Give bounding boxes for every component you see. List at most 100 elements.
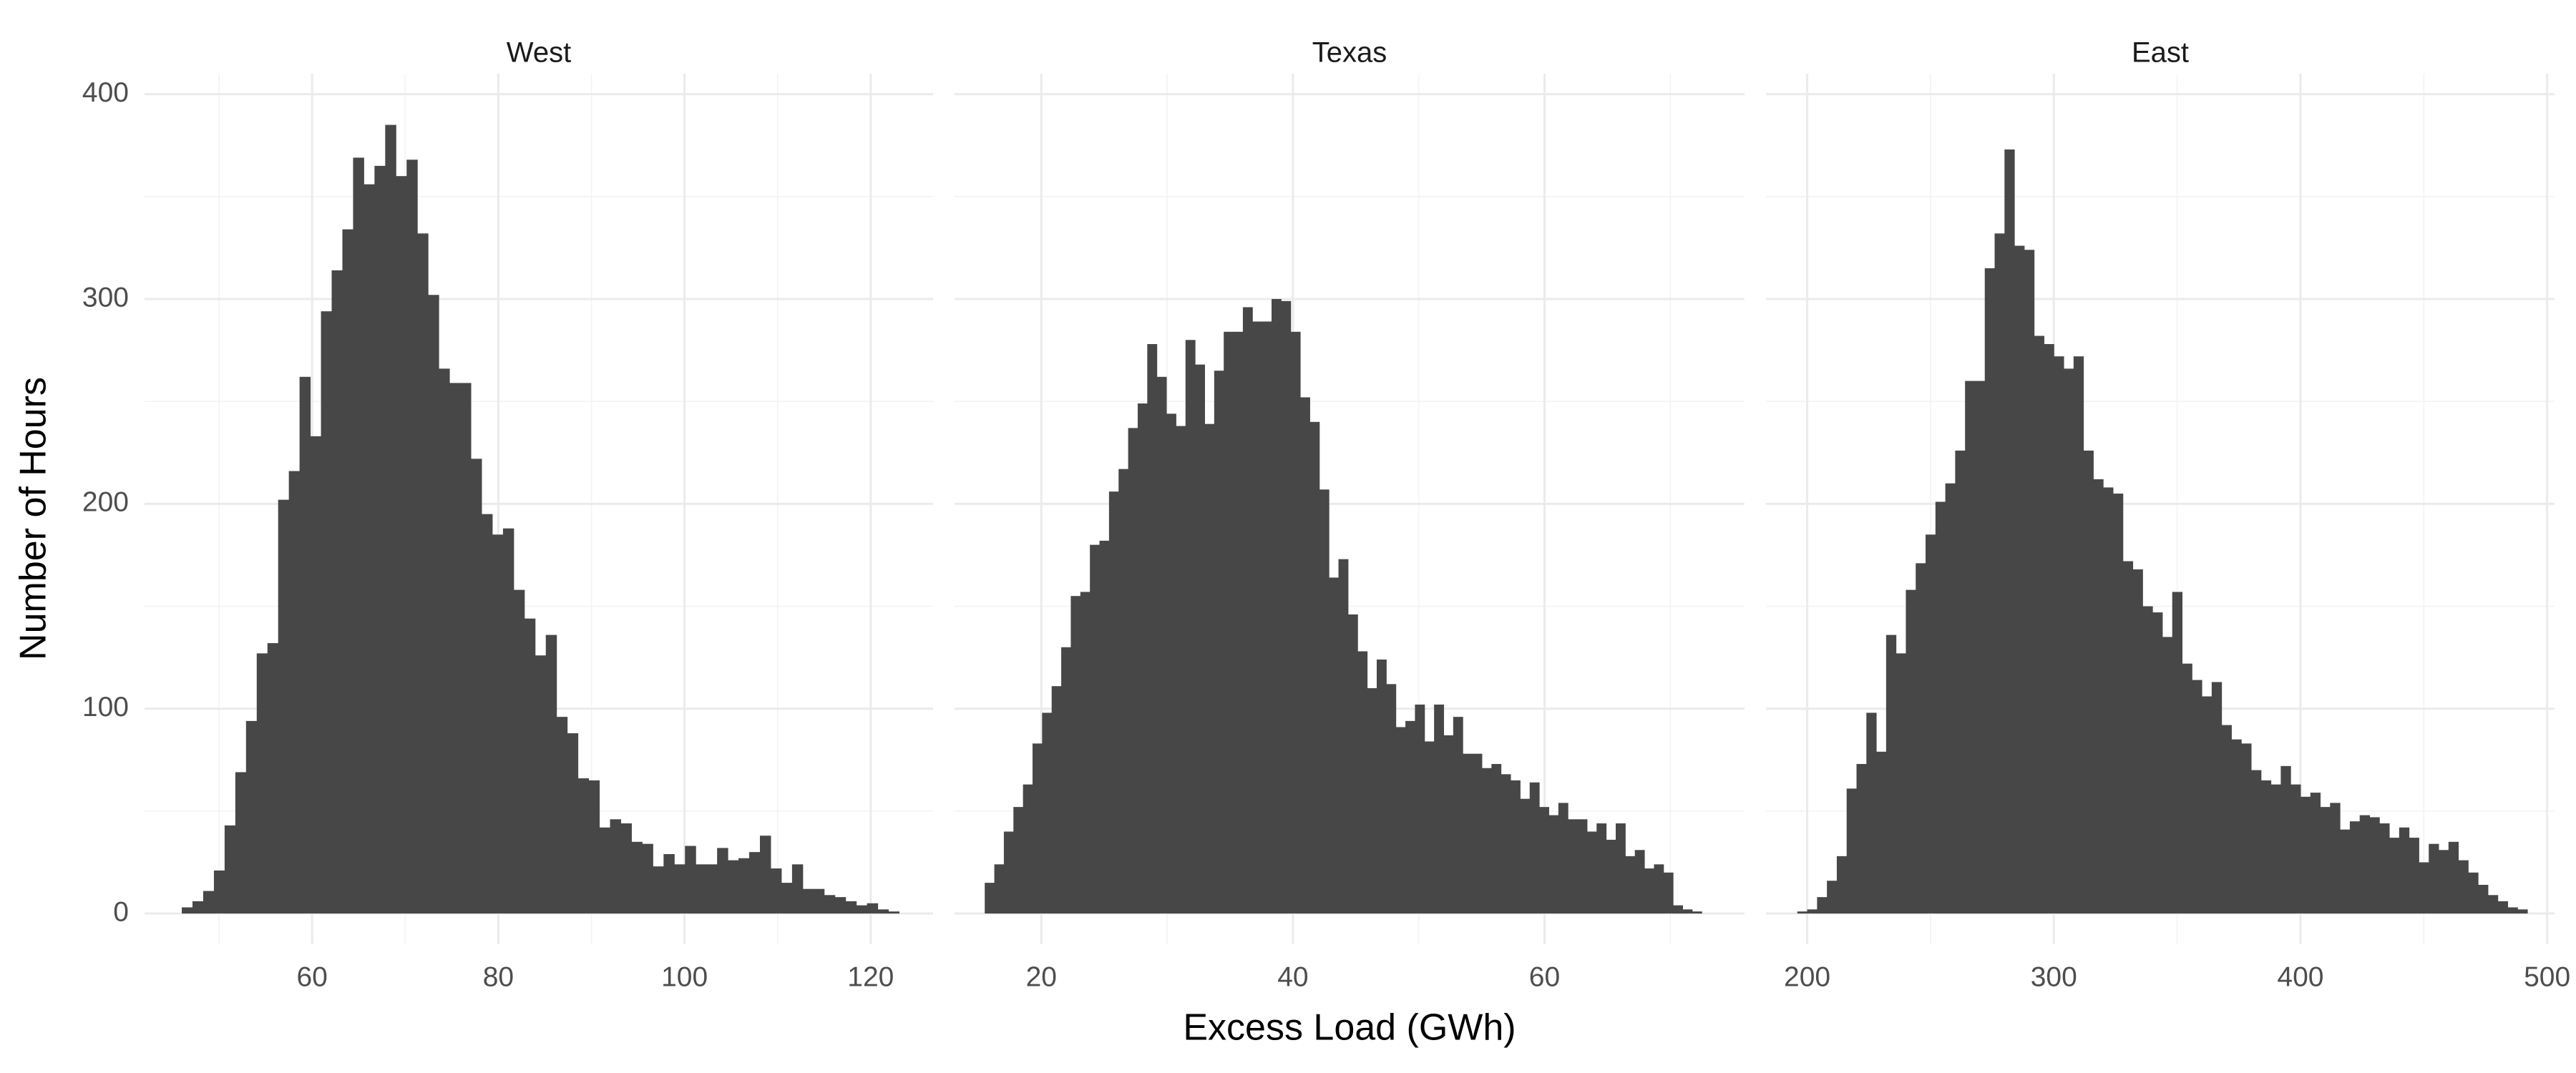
bar <box>1682 909 1693 914</box>
bar <box>1147 343 1158 914</box>
bar <box>1817 897 1828 914</box>
bar <box>256 653 268 914</box>
bar <box>1319 489 1330 914</box>
bar <box>192 901 204 914</box>
bar <box>620 823 632 914</box>
bar <box>1108 491 1119 914</box>
bar <box>877 909 889 914</box>
bar <box>1955 450 1966 914</box>
bar <box>791 864 804 914</box>
bar <box>985 883 995 914</box>
bar <box>1836 856 1848 914</box>
bar <box>235 772 247 914</box>
bar <box>2280 765 2291 914</box>
bar <box>288 471 301 914</box>
bar <box>1935 501 1946 914</box>
bar <box>2103 487 2114 914</box>
bar <box>2202 696 2212 914</box>
bar <box>1185 340 1196 914</box>
bar <box>2409 838 2419 914</box>
bar <box>1673 905 1684 914</box>
bar <box>2438 850 2449 914</box>
bar <box>1481 768 1492 914</box>
strip-title: West <box>507 37 571 69</box>
bar <box>1272 298 1282 914</box>
bar <box>1003 831 1014 914</box>
bar <box>278 499 290 914</box>
bar <box>2083 450 2094 914</box>
bar <box>1807 909 1818 914</box>
bar <box>1945 483 1956 914</box>
bar <box>1654 864 1664 914</box>
bar <box>1013 807 1024 914</box>
bar <box>888 911 900 914</box>
strip-title: Texas <box>1312 37 1387 69</box>
bar <box>577 778 590 914</box>
bar <box>2359 815 2370 914</box>
bar <box>342 229 353 914</box>
bar <box>663 854 675 914</box>
bar <box>1042 712 1053 914</box>
bar <box>2389 838 2400 914</box>
bar <box>385 124 396 914</box>
bar <box>1099 540 1110 914</box>
bar <box>1051 686 1062 914</box>
bar <box>631 841 643 914</box>
bar <box>1615 823 1626 914</box>
bar <box>1156 376 1167 914</box>
bar <box>1395 727 1406 914</box>
bar <box>728 860 739 914</box>
bar <box>1242 307 1253 914</box>
y-axis-title: Number of Hours <box>13 377 54 660</box>
bar <box>364 184 375 914</box>
bar <box>599 827 611 914</box>
bar <box>2497 901 2509 914</box>
bar <box>1347 614 1358 914</box>
bar <box>417 233 429 914</box>
bar <box>2024 250 2035 914</box>
bar <box>545 635 557 914</box>
bar <box>1463 753 1473 914</box>
bar <box>1644 868 1654 914</box>
bar <box>1984 268 1996 914</box>
bar <box>1023 784 1033 914</box>
bar <box>2270 784 2281 914</box>
bar <box>406 160 418 914</box>
bar <box>1166 413 1176 914</box>
bar <box>182 907 193 914</box>
bar <box>2468 872 2479 914</box>
bar <box>1634 850 1645 914</box>
bar <box>781 883 793 914</box>
y-tick-label: 300 <box>82 282 129 313</box>
bar <box>1539 807 1549 914</box>
bar <box>867 903 879 914</box>
bar <box>1424 741 1435 914</box>
bar <box>2379 823 2390 914</box>
bar <box>321 311 333 914</box>
bar <box>2419 862 2429 914</box>
bar <box>567 733 579 914</box>
bar <box>642 843 653 914</box>
bar <box>1558 803 1568 914</box>
bar <box>1453 717 1463 914</box>
bar <box>1520 798 1531 914</box>
bar <box>1625 856 1636 914</box>
bar <box>2320 807 2331 914</box>
x-tick-label: 300 <box>2031 961 2077 992</box>
bar <box>1994 233 2005 914</box>
bar <box>2122 561 2134 914</box>
bar <box>1443 735 1454 914</box>
bar <box>738 858 750 914</box>
bar <box>1434 704 1444 914</box>
bar <box>524 618 536 914</box>
bar <box>2478 884 2489 914</box>
bar <box>1926 534 1936 914</box>
bar <box>1032 743 1043 914</box>
bar <box>1309 421 1320 914</box>
x-tick-label: 40 <box>1277 961 1308 992</box>
bar <box>2241 743 2252 914</box>
bar <box>994 864 1005 914</box>
bar <box>502 528 514 914</box>
bar <box>1386 684 1397 914</box>
bar <box>1176 426 1186 914</box>
